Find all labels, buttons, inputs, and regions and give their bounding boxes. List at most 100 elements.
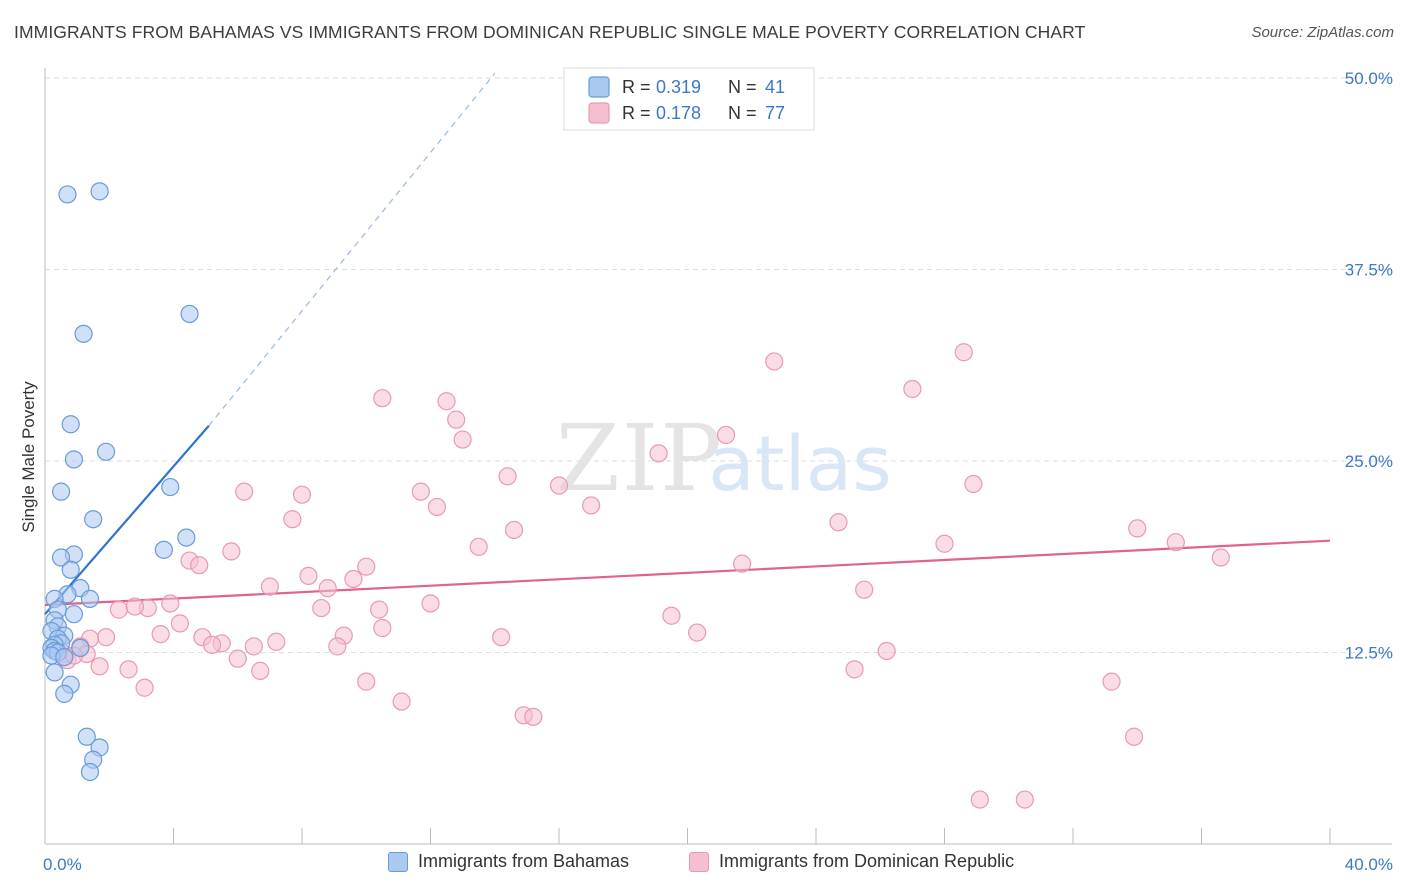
legend-swatch-pink <box>689 851 709 872</box>
point-bahamas <box>58 185 77 204</box>
point-dominican-republic <box>504 520 524 540</box>
point-dominican-republic <box>161 594 180 613</box>
trend-line-bahamas-extension <box>208 73 496 427</box>
point-dominican-republic <box>292 485 312 504</box>
point-dominican-republic <box>125 597 145 616</box>
point-dominican-republic <box>244 637 263 656</box>
point-bahamas <box>154 540 173 559</box>
legend-top: R = 0.319 N = 41 R = 0.178 N = 77 <box>563 67 815 131</box>
point-dominican-republic <box>469 537 488 556</box>
point-dominican-republic <box>357 557 376 576</box>
point-bahamas <box>61 560 80 579</box>
point-dominican-republic <box>829 513 848 532</box>
point-dominican-republic <box>135 678 154 697</box>
point-dominican-republic <box>845 660 864 679</box>
point-dominican-republic <box>373 618 392 638</box>
point-dominican-republic <box>1166 533 1185 552</box>
point-dominican-republic <box>228 649 247 668</box>
point-bahamas <box>71 638 90 658</box>
watermark-zip: ZIP <box>556 405 724 512</box>
point-dominican-republic <box>222 542 241 561</box>
point-bahamas <box>180 304 199 324</box>
point-bahamas <box>177 528 196 547</box>
point-dominican-republic <box>283 510 302 529</box>
point-bahamas <box>96 442 116 461</box>
point-dominican-republic <box>328 637 347 656</box>
chart-title: IMMIGRANTS FROM BAHAMAS VS IMMIGRANTS FR… <box>14 22 1086 42</box>
point-dominican-republic <box>251 661 270 680</box>
legend-swatch-blue <box>388 851 408 872</box>
legend-bottom: Immigrants from Bahamas Immigrants from … <box>0 851 1406 879</box>
legend-swatch-blue <box>588 76 610 98</box>
point-bahamas <box>64 450 84 469</box>
legend-item-dominican-republic: Immigrants from Dominican Republic <box>689 851 1014 872</box>
x-tick-label: 0.0% <box>43 855 82 874</box>
point-dominican-republic <box>877 641 896 661</box>
trend-line-dominican-republic <box>44 539 1331 607</box>
trend-line-bahamas <box>44 425 210 615</box>
watermark: ZIP atlas <box>556 405 892 512</box>
point-dominican-republic <box>582 496 601 515</box>
legend-n-value: 41 <box>765 77 785 97</box>
point-dominican-republic <box>427 497 447 517</box>
legend-n-value: 77 <box>765 103 785 123</box>
point-dominican-republic <box>437 392 456 411</box>
point-dominican-republic <box>1124 727 1144 746</box>
point-dominican-republic <box>855 580 874 599</box>
point-dominican-republic <box>373 389 392 408</box>
point-dominican-republic <box>954 343 973 362</box>
grid-lines <box>45 77 1390 653</box>
point-dominican-republic <box>970 790 989 809</box>
legend-r-value: 0.319 <box>656 77 701 97</box>
point-dominican-republic <box>649 444 668 463</box>
point-bahamas <box>80 762 100 782</box>
y-tick-label: 50.0% <box>1345 69 1393 88</box>
point-dominican-republic <box>492 628 511 647</box>
point-dominican-republic <box>549 476 569 495</box>
y-axis-label: Single Male Poverty <box>19 381 38 533</box>
point-dominican-republic <box>733 554 752 573</box>
point-bahamas <box>55 684 74 703</box>
point-bahamas <box>64 605 84 624</box>
point-dominican-republic <box>1128 519 1147 538</box>
point-bahamas <box>74 324 93 343</box>
point-dominican-republic <box>202 635 222 654</box>
legend-r-label: R = <box>622 103 651 123</box>
point-dominican-republic <box>964 474 983 494</box>
point-dominican-republic <box>421 594 440 613</box>
point-dominican-republic <box>190 556 209 575</box>
point-dominican-republic <box>109 600 128 619</box>
legend-r-label: R = <box>622 77 651 97</box>
point-bahamas <box>161 477 180 497</box>
x-tick-label: 40.0% <box>1345 855 1393 874</box>
trend-lines <box>44 73 1331 615</box>
data-points <box>42 182 1230 809</box>
point-dominican-republic <box>318 579 337 598</box>
point-dominican-republic <box>96 628 116 647</box>
point-dominican-republic <box>498 467 517 486</box>
legend-label-dominican-republic: Immigrants from Dominican Republic <box>719 851 1015 871</box>
point-bahamas <box>77 727 96 746</box>
point-dominican-republic <box>1211 548 1230 567</box>
point-bahamas <box>55 647 74 667</box>
point-dominican-republic <box>1102 672 1121 691</box>
point-dominican-republic <box>453 430 472 449</box>
axes <box>44 68 1392 845</box>
point-bahamas <box>45 663 64 682</box>
point-dominican-republic <box>716 425 736 445</box>
legend-label-bahamas: Immigrants from Bahamas <box>418 851 630 871</box>
point-dominican-republic <box>370 600 389 619</box>
tick-labels: 12.5% 25.0% 37.5% 50.0% 0.0% 40.0% <box>43 69 1393 874</box>
point-dominican-republic <box>662 606 681 625</box>
point-dominican-republic <box>267 632 286 651</box>
point-bahamas <box>84 510 103 529</box>
point-dominican-republic <box>170 614 190 633</box>
point-bahamas <box>61 415 80 434</box>
y-tick-label: 37.5% <box>1345 261 1393 280</box>
point-dominican-republic <box>903 379 922 399</box>
point-dominican-republic <box>524 707 543 726</box>
point-dominican-republic <box>935 534 954 553</box>
y-tick-label: 12.5% <box>1345 644 1393 663</box>
legend-item-bahamas: Immigrants from Bahamas <box>388 851 629 872</box>
legend-swatch-pink <box>588 102 610 124</box>
